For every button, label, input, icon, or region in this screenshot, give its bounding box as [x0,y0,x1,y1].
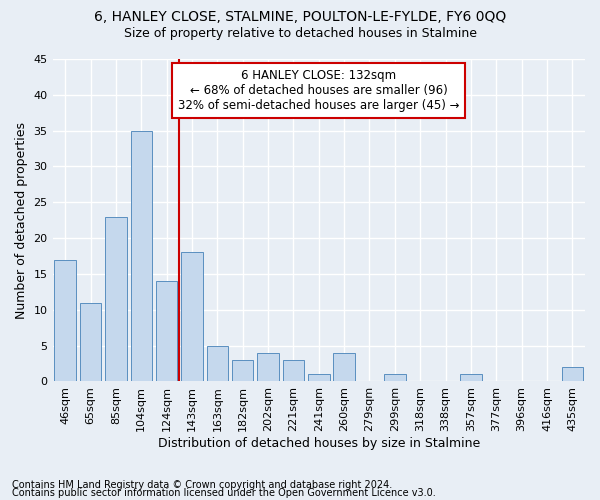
Bar [156,281,178,382]
Y-axis label: Number of detached properties: Number of detached properties [15,122,28,318]
Text: Contains public sector information licensed under the Open Government Licence v3: Contains public sector information licen… [12,488,436,498]
Bar [308,374,329,382]
Bar [283,360,304,382]
Bar [55,260,76,382]
Bar [80,302,101,382]
Text: Contains HM Land Registry data © Crown copyright and database right 2024.: Contains HM Land Registry data © Crown c… [12,480,392,490]
Bar [105,216,127,382]
Bar [384,374,406,382]
Bar [181,252,203,382]
Bar [257,353,279,382]
Bar [334,353,355,382]
Text: 6 HANLEY CLOSE: 132sqm
← 68% of detached houses are smaller (96)
32% of semi-det: 6 HANLEY CLOSE: 132sqm ← 68% of detached… [178,68,460,112]
Bar [460,374,482,382]
Bar [562,367,583,382]
Bar [232,360,253,382]
Bar [206,346,228,382]
Text: Size of property relative to detached houses in Stalmine: Size of property relative to detached ho… [124,28,476,40]
Bar [131,130,152,382]
Text: 6, HANLEY CLOSE, STALMINE, POULTON-LE-FYLDE, FY6 0QQ: 6, HANLEY CLOSE, STALMINE, POULTON-LE-FY… [94,10,506,24]
X-axis label: Distribution of detached houses by size in Stalmine: Distribution of detached houses by size … [158,437,480,450]
